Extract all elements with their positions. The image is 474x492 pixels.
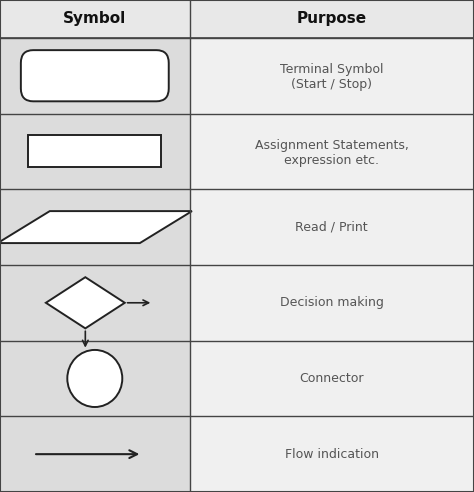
Bar: [190, 416, 474, 492]
Bar: [0, 416, 190, 492]
Bar: [190, 0, 474, 38]
Bar: [190, 114, 474, 189]
Text: (Start / Stop): (Start / Stop): [292, 78, 372, 91]
Polygon shape: [0, 211, 192, 243]
Text: Purpose: Purpose: [297, 11, 367, 27]
Text: Decision making: Decision making: [280, 296, 384, 309]
Bar: [0, 114, 190, 189]
Bar: [0, 189, 190, 265]
Bar: [0, 38, 190, 114]
Polygon shape: [46, 277, 125, 328]
Text: Connector: Connector: [300, 372, 364, 385]
Text: expression etc.: expression etc.: [284, 154, 379, 167]
Text: Assignment Statements,: Assignment Statements,: [255, 139, 409, 152]
Bar: [0, 265, 190, 340]
Bar: [190, 38, 474, 114]
Bar: [0, 0, 190, 38]
Text: Terminal Symbol: Terminal Symbol: [280, 63, 383, 76]
Bar: [190, 265, 474, 340]
Text: Flow indication: Flow indication: [285, 448, 379, 461]
Text: Symbol: Symbol: [63, 11, 127, 27]
Text: Read / Print: Read / Print: [295, 220, 368, 234]
Circle shape: [67, 350, 122, 407]
FancyBboxPatch shape: [21, 50, 169, 101]
Bar: [28, 135, 161, 167]
Bar: [0, 340, 190, 416]
Bar: [190, 189, 474, 265]
Bar: [190, 340, 474, 416]
